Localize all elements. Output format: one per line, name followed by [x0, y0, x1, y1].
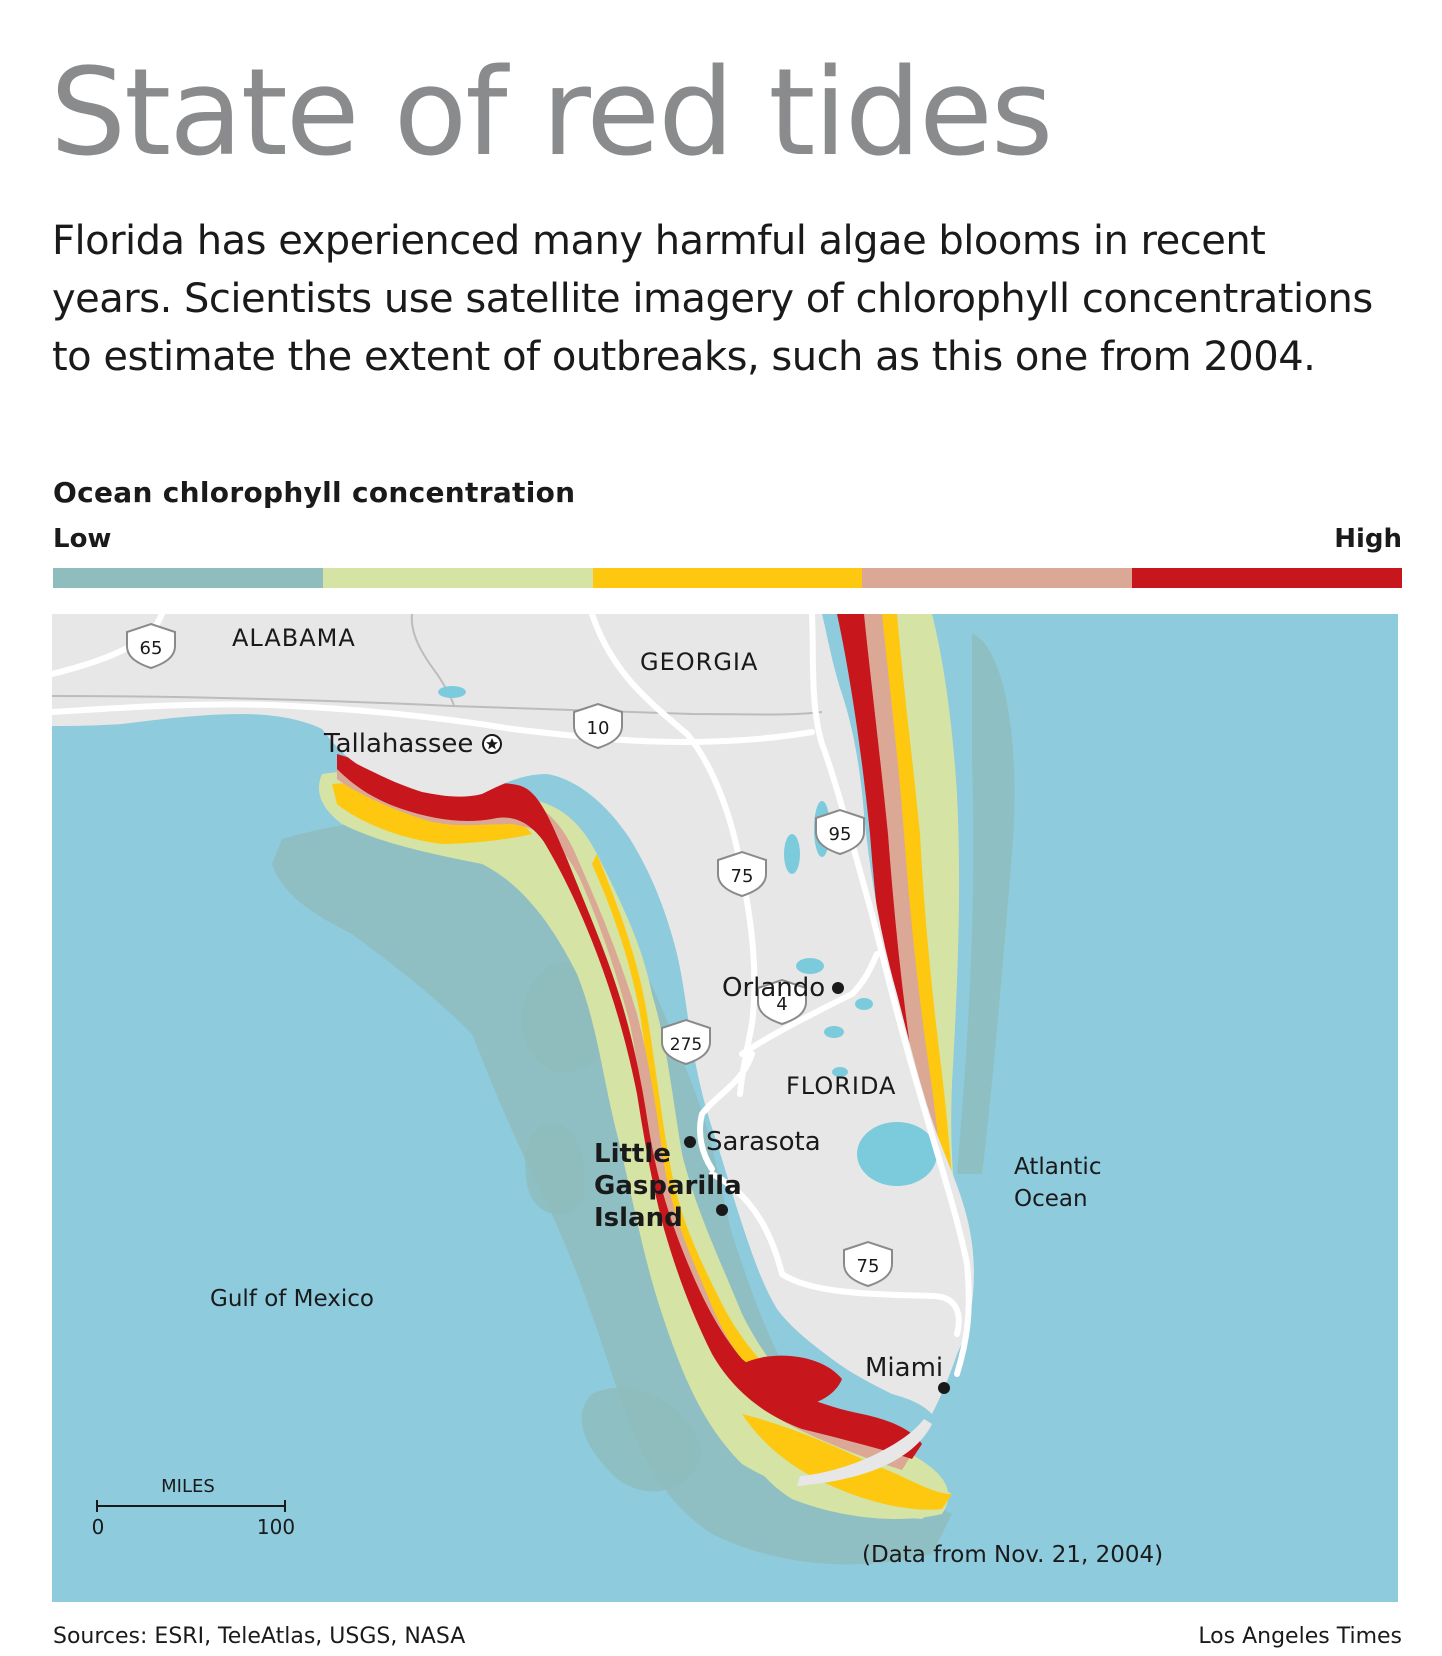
lake-small-2	[784, 834, 800, 874]
chlorophyll-low-patch-2	[525, 1122, 585, 1215]
label-little-gasparilla-2: Gasparilla	[594, 1171, 742, 1201]
chlorophyll-green-band-gulf	[318, 771, 952, 1519]
label-little-gasparilla-1: Little	[594, 1139, 671, 1169]
road-i275	[697, 1051, 755, 1172]
lake-small-4	[824, 1026, 844, 1038]
label-atlantic-1: Atlantic	[1014, 1154, 1101, 1180]
label-georgia: GEORGIA	[640, 648, 758, 676]
data-date-note: (Data from Nov. 21, 2004)	[862, 1542, 1163, 1568]
land-florida-keys	[797, 1419, 932, 1486]
lake-small-6	[855, 998, 873, 1010]
shield-75s-outline	[843, 1240, 893, 1288]
label-orlando: Orlando	[722, 973, 825, 1003]
lake-okeechobee	[857, 1122, 937, 1186]
label-atlantic-2: Ocean	[1014, 1186, 1088, 1212]
road-i10	[52, 701, 815, 745]
map: 65 10 75 95 4 275 75 ALABAMA GEORGIA FL	[52, 614, 1398, 1602]
shield-4-text: 4	[776, 994, 787, 1015]
highway-shield-95: 95	[815, 808, 865, 856]
highway-shield-75-south: 75	[843, 1240, 893, 1288]
shield-65-outline	[126, 622, 176, 670]
scale-unit-label: MILES	[161, 1476, 215, 1497]
lake-small-7	[438, 686, 466, 698]
lake-small-5	[832, 1067, 848, 1077]
legend-swatch-4	[862, 568, 1133, 588]
city-dot-little-gasparilla	[716, 1204, 728, 1216]
publisher-credit: Los Angeles Times	[1198, 1624, 1402, 1649]
shield-10-text: 10	[587, 718, 610, 739]
label-alabama: ALABAMA	[232, 624, 356, 652]
legend-color-bar	[53, 568, 1402, 588]
highway-shield-10: 10	[573, 702, 623, 750]
scale-start-label: 0	[92, 1515, 105, 1539]
city-dot-orlando	[832, 982, 844, 994]
label-florida: FLORIDA	[786, 1072, 896, 1100]
highway-shield-4: 4	[757, 978, 807, 1026]
land-mainland	[52, 614, 974, 1414]
road-i75-south	[709, 1171, 962, 1337]
page-title: State of red tides	[50, 44, 1053, 183]
shield-75n-outline	[717, 850, 767, 898]
lake-small-3	[796, 958, 824, 974]
road-i4	[739, 951, 880, 1057]
label-little-gasparilla-3: Island	[594, 1203, 683, 1233]
road-i95	[809, 614, 972, 1377]
scale-bar: MILES 0 100	[92, 1476, 295, 1539]
legend-low-label: Low	[53, 524, 112, 554]
chlorophyll-low-patch-3	[581, 1387, 702, 1492]
shield-75n-text: 75	[731, 866, 754, 887]
legend-swatch-5	[1132, 568, 1402, 588]
shield-95-text: 95	[829, 824, 852, 845]
label-miami: Miami	[865, 1353, 943, 1383]
highway-shield-75-north: 75	[717, 850, 767, 898]
capital-star-icon	[482, 734, 502, 754]
label-gulf-of-mexico: Gulf of Mexico	[210, 1286, 374, 1312]
shield-75s-text: 75	[857, 1256, 880, 1277]
state-border-al-fl	[52, 695, 823, 716]
legend-swatch-1	[53, 568, 323, 588]
chlorophyll-red-loop-southwest	[738, 1355, 842, 1408]
chlorophyll-yellow-keys	[742, 1414, 952, 1510]
highway-shield-275: 275	[661, 1018, 711, 1066]
legend-high-label: High	[1334, 524, 1402, 554]
legend-swatch-3	[592, 568, 863, 588]
shield-275-text: 275	[670, 1035, 702, 1055]
label-sarasota: Sarasota	[706, 1127, 821, 1157]
legend-swatch-2	[322, 568, 593, 588]
scale-end-label: 100	[257, 1515, 295, 1539]
city-dot-sarasota	[684, 1136, 696, 1148]
shield-95-outline	[815, 808, 865, 856]
state-border-al-ga	[410, 614, 455, 707]
city-dot-miami	[938, 1382, 950, 1394]
legend-title: Ocean chlorophyll concentration	[53, 476, 576, 509]
shield-65-text: 65	[140, 638, 163, 659]
label-tallahassee: Tallahassee	[323, 729, 473, 759]
shield-4-outline	[757, 978, 807, 1026]
highway-shield-65: 65	[126, 622, 176, 670]
intro-text: Florida has experienced many harmful alg…	[52, 218, 1373, 380]
shield-10-outline	[573, 702, 623, 750]
chlorophyll-low-atlantic	[957, 634, 1015, 1174]
sources-text: Sources: ESRI, TeleAtlas, USGS, NASA	[53, 1624, 466, 1649]
shield-275-outline	[661, 1018, 711, 1066]
capital-star-shape	[486, 738, 498, 750]
map-svg: 65 10 75 95 4 275 75 ALABAMA GEORGIA FL	[52, 614, 1398, 1602]
